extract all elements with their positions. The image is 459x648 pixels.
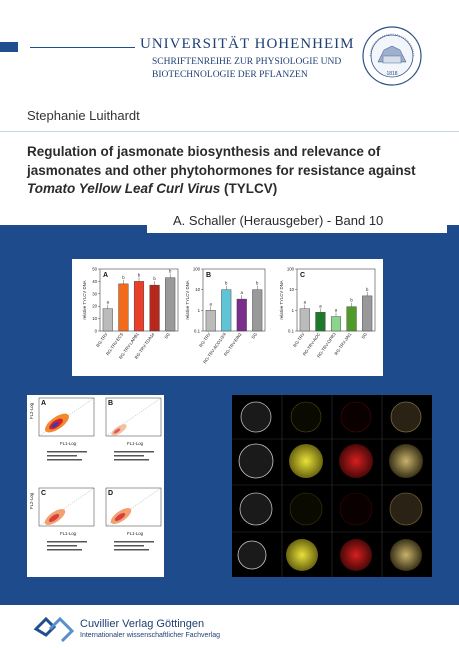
title-abbrev: (TYLCV) bbox=[220, 181, 278, 196]
chart-1-sig-letter-0: a bbox=[210, 301, 213, 306]
chart-2-category-0: RG-TRV bbox=[292, 332, 306, 348]
chart-1-bar-1 bbox=[221, 289, 232, 332]
chart-2-ylabel: relative TYLCV DNA bbox=[279, 280, 284, 319]
flow-label-c: C bbox=[41, 490, 46, 497]
chart-0-sig-letter-3: b bbox=[153, 276, 156, 281]
chart-1-sig-letter-3: b bbox=[256, 281, 259, 286]
chart-0-bar-0 bbox=[102, 308, 113, 332]
chart-1-frame bbox=[202, 268, 266, 332]
chart-0-bar-2 bbox=[133, 281, 145, 332]
flow-panel-c: C bbox=[38, 487, 95, 527]
chart-1-category-3: SG bbox=[250, 331, 258, 339]
title-virus-name: Tomato Yellow Leaf Curl Virus bbox=[27, 181, 221, 196]
series-line-1: SCHRIFTENREIHE ZUR PHYSIOLOGIE UND bbox=[152, 57, 342, 67]
chart-1-bar-3 bbox=[252, 289, 263, 332]
editor-band: A. Schaller (Herausgeber) - Band 10 bbox=[147, 208, 447, 233]
flow-x-axis-label-d: FL1-Log bbox=[127, 531, 144, 536]
chart-0-category-4: SG bbox=[163, 331, 171, 339]
chart-0-title: A bbox=[103, 272, 108, 279]
flow-cytometry-figure: A B C D FL2-Log FL2-Log FL1-Log FL1-Log … bbox=[27, 395, 164, 577]
microscopy-figure bbox=[232, 395, 432, 577]
chart-0-sig-letter-4: b bbox=[169, 269, 172, 274]
footer-area bbox=[0, 605, 459, 648]
flow-panel-b: B bbox=[105, 397, 162, 437]
publisher-logo-icon bbox=[33, 616, 75, 643]
chart-2-tick-label-3: 100 bbox=[287, 267, 295, 272]
chart-2-sig-letter-0: a bbox=[304, 300, 307, 305]
chart-1-bar-2 bbox=[236, 298, 247, 332]
series-name: SCHRIFTENREIHE ZUR PHYSIOLOGIE UND BIOTE… bbox=[152, 56, 341, 82]
chart-2-sig-letter-2: a bbox=[335, 308, 338, 313]
flow-label-a: A bbox=[41, 400, 46, 407]
chart-1-category-0: RG-TRV bbox=[198, 332, 212, 348]
flow-y-axis-label-bottom: FL2-Log bbox=[29, 492, 34, 509]
chart-2-sig-letter-1: a bbox=[319, 303, 322, 308]
chart-0-tick-label-3: 30 bbox=[92, 291, 97, 296]
flow-x-axis-label-c: FL1-Log bbox=[60, 531, 77, 536]
chart-0-ylabel: relative TYLCV DNA bbox=[82, 280, 87, 319]
chart-0-bar-1 bbox=[118, 283, 129, 332]
book-title: Regulation of jasmonate biosynthesis and… bbox=[27, 143, 447, 199]
chart-2-bar-4 bbox=[362, 295, 373, 332]
chart-0-bar-4 bbox=[165, 277, 176, 332]
chart-0-tick-label-0: 0 bbox=[95, 329, 98, 334]
header-rule bbox=[30, 47, 135, 48]
chart-1-tick-label-2: 10 bbox=[195, 287, 200, 292]
chart-0-bar-3 bbox=[149, 284, 160, 332]
chart-1-bar-0 bbox=[205, 310, 216, 332]
author-name: Stephanie Luithardt bbox=[27, 108, 140, 123]
chart-1-sig-letter-2: a bbox=[241, 290, 244, 295]
publisher-subtitle: Internationaler wissenschaftlicher Fachv… bbox=[80, 632, 221, 639]
chart-0-tick-label-4: 40 bbox=[92, 279, 97, 284]
university-name: UNIVERSITÄT HOHENHEIM bbox=[140, 36, 355, 52]
micro-row-1 bbox=[240, 401, 422, 433]
publisher-name: Cuvillier Verlag Göttingen bbox=[80, 618, 205, 630]
chart-2-tick-label-1: 1 bbox=[292, 308, 295, 313]
chart-1-ylabel: relative TYLCV DNA bbox=[185, 280, 190, 319]
title-line-3: Tomato Yellow Leaf Curl Virus (TYLCV) bbox=[27, 180, 447, 199]
accent-bar bbox=[0, 42, 18, 52]
chart-0-tick-label-5: 50 bbox=[92, 267, 97, 272]
chart-1-tick-label-1: 1 bbox=[198, 308, 201, 313]
title-line-2: jasmonates and other phytohormones for r… bbox=[27, 162, 416, 178]
chart-1-sig-letter-1: b bbox=[225, 281, 228, 286]
university-seal: 1818 bbox=[362, 26, 422, 86]
chart-1-tick-label-0: 0.1 bbox=[194, 329, 201, 334]
chart-0-tick-label-1: 10 bbox=[92, 316, 97, 321]
flow-panel-d: D bbox=[105, 487, 162, 527]
chart-0-sig-letter-0: a bbox=[107, 300, 110, 305]
header-divider bbox=[0, 131, 459, 132]
chart-1-title: B bbox=[206, 272, 211, 279]
chart-0-sig-letter-2: b bbox=[138, 272, 141, 277]
chart-2-tick-label-0: 0.1 bbox=[288, 329, 295, 334]
flow-x-axis-label-b: FL1-Log bbox=[127, 441, 144, 446]
flow-y-axis-label-top: FL2-Log bbox=[29, 402, 34, 419]
chart-2-bar-3 bbox=[346, 306, 357, 332]
chart-0-tick-label-2: 20 bbox=[92, 304, 97, 309]
flow-panel-a: A bbox=[38, 397, 95, 437]
flow-x-axis-label-a: FL1-Log bbox=[60, 441, 77, 446]
chart-2-bar-2 bbox=[330, 316, 342, 332]
seal-year: 1818 bbox=[386, 71, 397, 77]
chart-2-bar-0 bbox=[299, 308, 310, 332]
chart-0-category-0: RG-TRV bbox=[95, 332, 109, 348]
publisher-block: Cuvillier Verlag Göttingen International… bbox=[33, 616, 220, 647]
chart-2-title: C bbox=[300, 272, 305, 279]
micro-row-4 bbox=[237, 539, 422, 571]
chart-2-category-4: SG bbox=[360, 331, 368, 339]
flow-label-b: B bbox=[108, 400, 113, 407]
micro-row-3 bbox=[239, 492, 423, 526]
chart-2-sig-letter-4: b bbox=[366, 287, 369, 292]
chart-0-sig-letter-1: b bbox=[122, 275, 125, 280]
chart-2-bar-1 bbox=[315, 312, 326, 332]
title-line-1: Regulation of jasmonate biosynthesis and… bbox=[27, 144, 381, 159]
flow-label-d: D bbox=[108, 490, 113, 497]
micro-row-2 bbox=[238, 443, 423, 479]
chart-2-sig-letter-3: b bbox=[350, 298, 353, 303]
chart-2-tick-label-2: 10 bbox=[289, 287, 294, 292]
chart-1-tick-label-3: 100 bbox=[193, 267, 201, 272]
series-line-2: BIOTECHNOLOGIE DER PFLANZEN bbox=[152, 70, 308, 80]
